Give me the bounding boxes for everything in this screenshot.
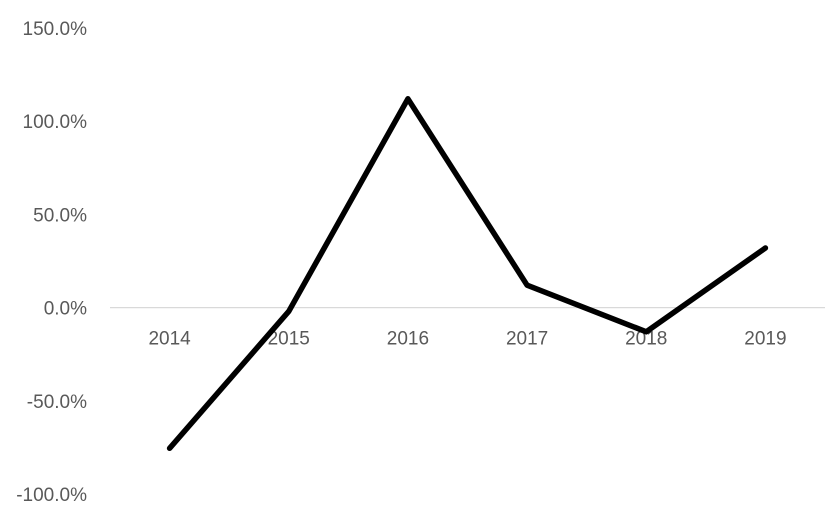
y-tick-label: 100.0%	[23, 112, 88, 133]
y-tick-label: 0.0%	[44, 299, 87, 320]
y-axis-tick-labels: 150.0% 100.0% 50.0% 0.0% -50.0% -100.0%	[16, 19, 88, 506]
y-tick-label: 50.0%	[33, 205, 87, 226]
y-tick-label: -50.0%	[27, 392, 87, 413]
x-axis-tick-labels: 2014 2015 2016 2017 2018 2019	[148, 329, 786, 350]
x-tick-label: 2016	[387, 329, 429, 350]
x-tick-label: 2014	[148, 329, 191, 350]
series-layer	[166, 96, 769, 452]
x-tick-label: 2015	[268, 329, 310, 350]
y-tick-label: -100.0%	[16, 485, 87, 504]
x-tick-label: 2018	[625, 329, 667, 350]
x-tick-label: 2019	[744, 329, 786, 350]
x-tick-label: 2017	[506, 329, 548, 350]
y-tick-label: 150.0%	[23, 19, 88, 40]
series-line	[166, 96, 769, 452]
